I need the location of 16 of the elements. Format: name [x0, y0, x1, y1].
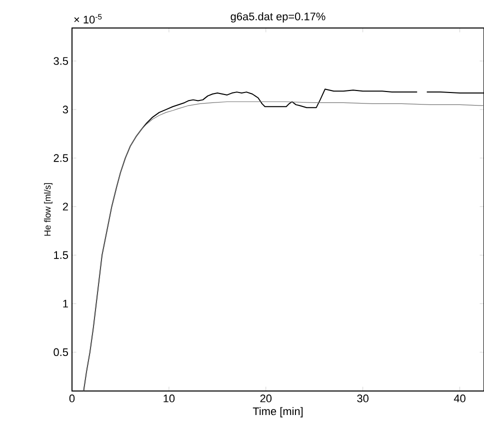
x-axis-title: Time [min]: [252, 407, 303, 418]
chart-title: g6a5.dat ep=0.17%: [230, 12, 326, 22]
x-tick-label: 40: [454, 394, 466, 402]
x-tick-label: 10: [164, 394, 175, 402]
y-tick-label: 2: [62, 202, 68, 210]
y-tick-label: 1.5: [54, 251, 68, 259]
y-tick-label: 1: [63, 300, 68, 308]
y-tick-label: 3.5: [54, 57, 68, 65]
text: × 10$^{-5}$: [74, 14, 102, 24]
y-axis-title: He flow [ml/s]: [44, 183, 52, 236]
x-tick-label: 20: [260, 394, 272, 402]
x-tick-label: 0: [69, 394, 75, 402]
x-tick-label: 30: [357, 394, 368, 402]
y-tick-label: 2.5: [54, 154, 68, 162]
y-tick-label: 0.5: [54, 348, 68, 356]
y-tick-label: 3: [62, 106, 68, 114]
